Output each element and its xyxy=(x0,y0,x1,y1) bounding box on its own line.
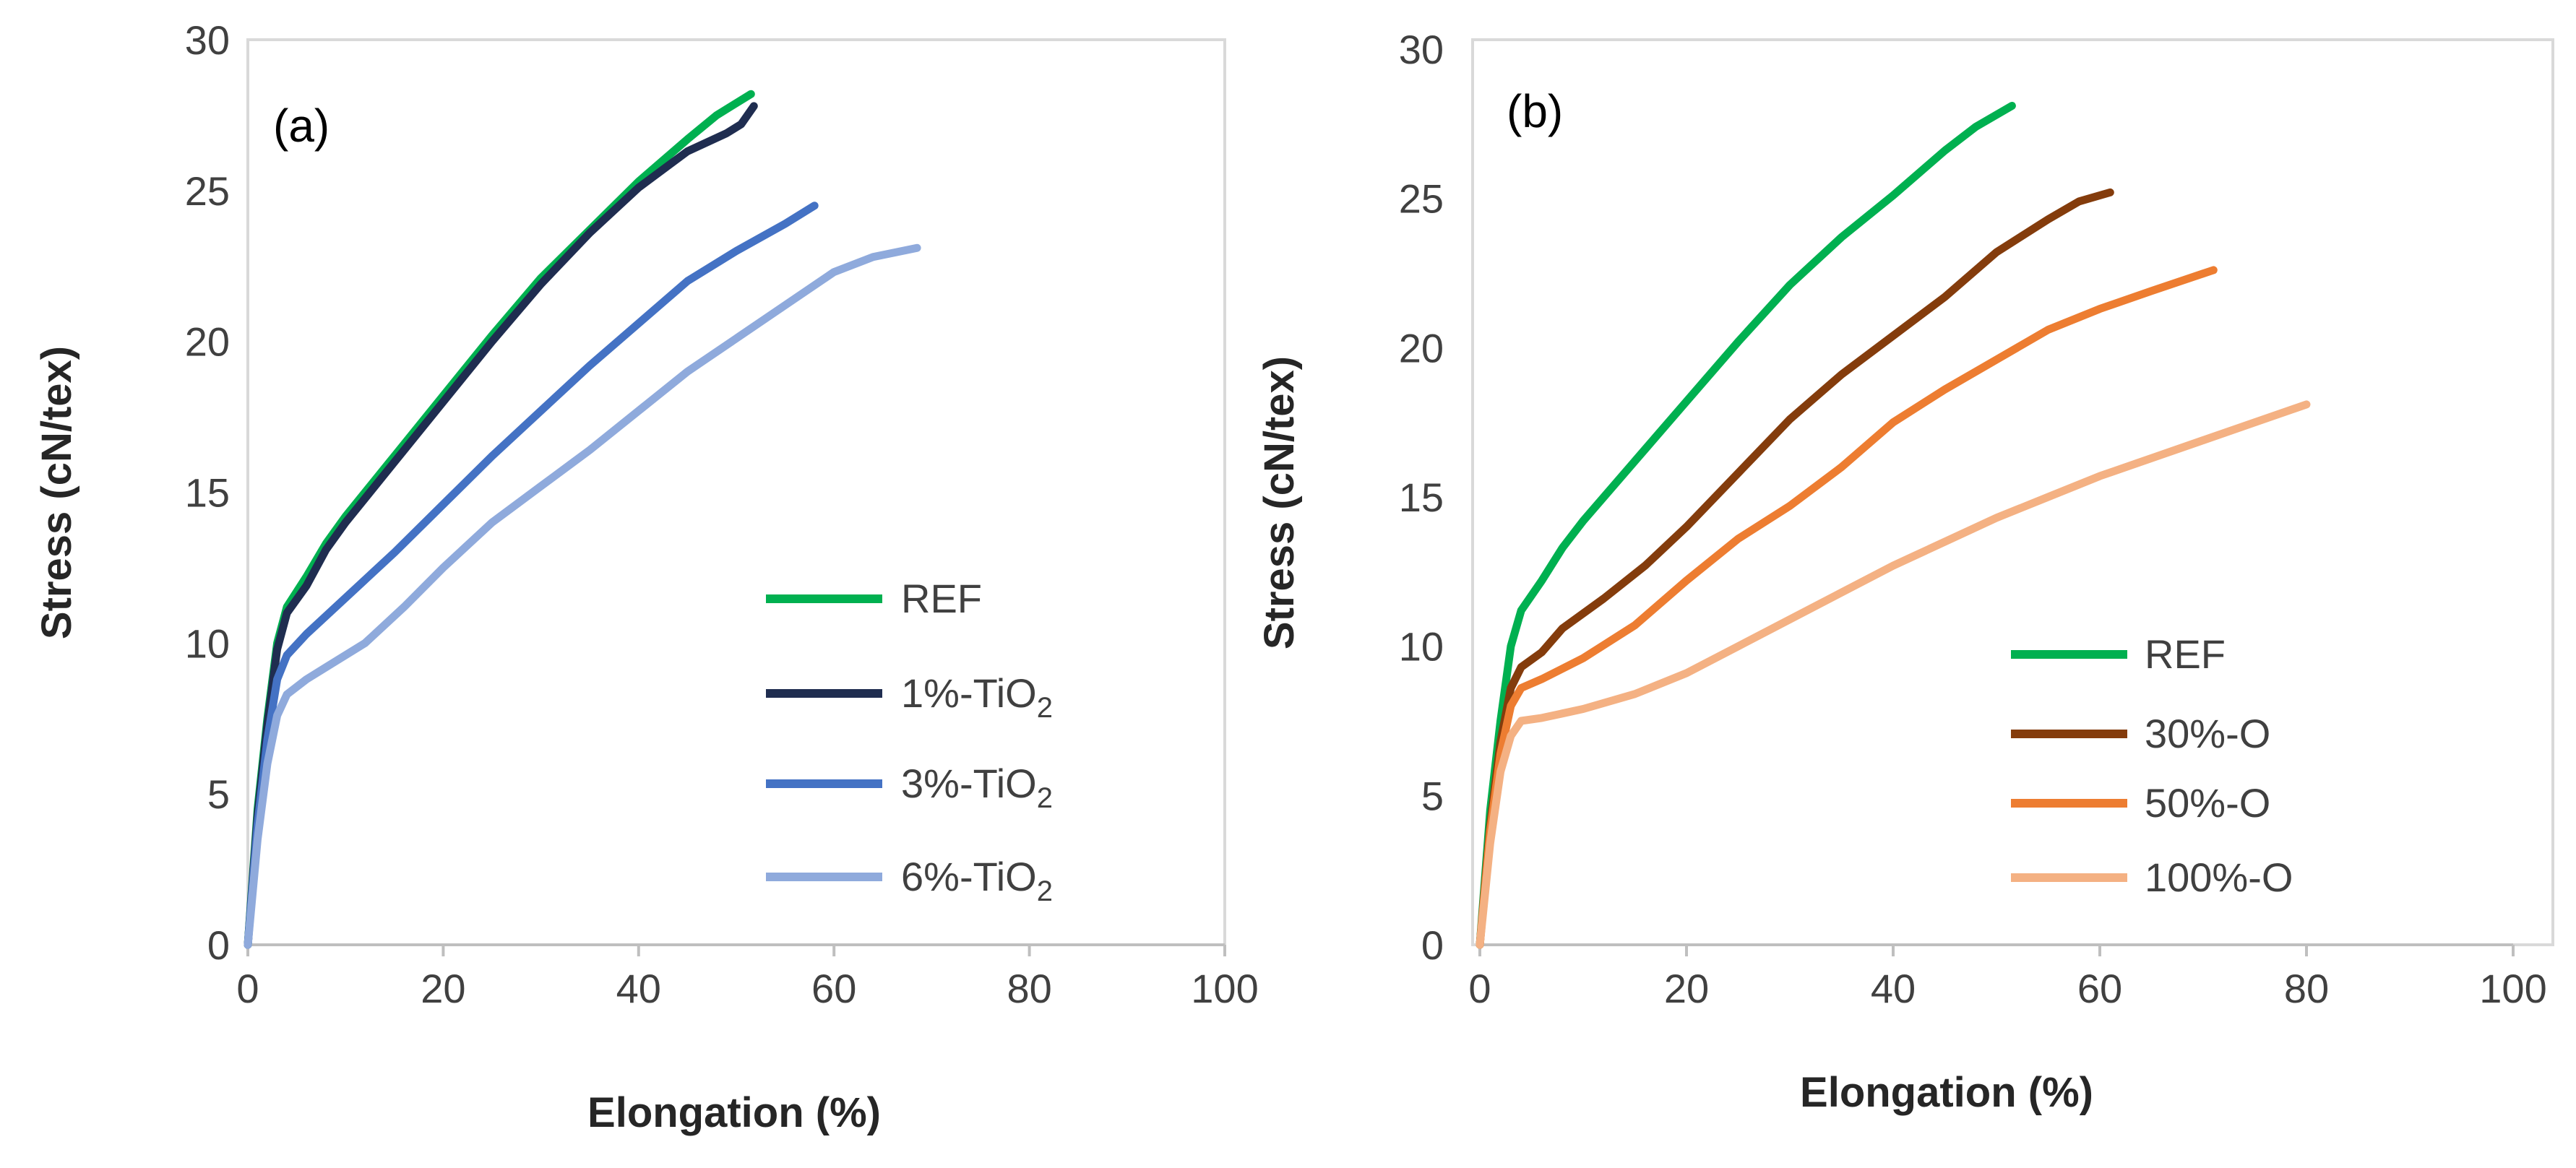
x-axis-title-a: Elongation (%) xyxy=(587,1089,881,1136)
legend-label-3pct-tio2: 3%-TiO2 xyxy=(901,761,1053,814)
series-line-3pct-tio2-a xyxy=(244,202,819,949)
legend-label-ref-b: REF xyxy=(2145,631,2226,677)
axes-b xyxy=(1478,943,2515,956)
series-line-6pct-tio2-a xyxy=(244,243,921,949)
x-tick-label-a-100: 100 xyxy=(1191,966,1258,1011)
y-axis-title-a: Stress (cN/tex) xyxy=(33,346,80,639)
y-tick-label-b-30: 30 xyxy=(1399,27,1444,72)
x-tick-label-b-40: 40 xyxy=(1871,966,1916,1011)
plot-frame-a-outer xyxy=(248,40,1225,945)
x-axis-title-b: Elongation (%) xyxy=(1800,1069,2093,1116)
legend-label-50pct-o: 50%-O xyxy=(2145,780,2270,826)
series-line-ref-b xyxy=(1476,102,2016,949)
y-tick-label-b-0: 0 xyxy=(1421,922,1444,968)
y-tick-label-a-5: 5 xyxy=(207,771,230,817)
series-lines-b xyxy=(1476,102,2311,949)
legend-b: REF 30%-O 50%-O 100%-O xyxy=(2011,631,2293,900)
series-lines-a xyxy=(244,90,921,949)
panel-label-b: (b) xyxy=(1507,85,1563,137)
x-tick-label-a-20: 20 xyxy=(421,966,465,1011)
x-tick-label-a-60: 60 xyxy=(811,966,856,1011)
y-tick-label-a-20: 20 xyxy=(185,319,230,365)
legend-label-ref-a: REF xyxy=(901,576,982,621)
legend-label-1pct-tio2: 1%-TiO2 xyxy=(901,670,1053,724)
y-tick-label-b-10: 10 xyxy=(1399,624,1444,670)
y-tick-label-a-15: 15 xyxy=(185,470,230,516)
series-line-1pct-tio2-a xyxy=(244,102,758,949)
y-tick-label-a-25: 25 xyxy=(185,168,230,214)
legend-label-100pct-o: 100%-O xyxy=(2145,855,2293,900)
y-tick-label-a-30: 30 xyxy=(185,17,230,63)
series-line-100pct-o-b xyxy=(1476,400,2311,949)
x-tick-label-a-80: 80 xyxy=(1007,966,1051,1011)
plot-frame-a xyxy=(246,38,1226,946)
x-tick-label-b-20: 20 xyxy=(1664,966,1709,1011)
series-line-50pct-o-b xyxy=(1476,266,2218,949)
legend-label-30pct-o: 30%-O xyxy=(2145,711,2270,756)
y-tick-label-b-5: 5 xyxy=(1421,773,1444,818)
x-tick-label-b-60: 60 xyxy=(2077,966,2122,1011)
plot-frame-b xyxy=(1471,38,2554,946)
legend-a: REF 1%-TiO2 3%-TiO2 6%-TiO2 xyxy=(766,576,1053,907)
series-line-30pct-o-b xyxy=(1476,188,2114,949)
y-tick-label-a-10: 10 xyxy=(185,620,230,666)
y-tick-label-b-25: 25 xyxy=(1399,176,1444,222)
y-axis-title-b: Stress (cN/tex) xyxy=(1256,356,1303,649)
x-tick-label-a-40: 40 xyxy=(616,966,661,1011)
tick-labels-b: 0 20 40 60 80 100 0 5 10 15 20 25 30 xyxy=(1399,27,2547,1011)
x-tick-label-b-0: 0 xyxy=(1468,966,1491,1011)
axes-a xyxy=(246,943,1226,956)
legend-label-6pct-tio2: 6%-TiO2 xyxy=(901,854,1053,907)
y-tick-label-a-0: 0 xyxy=(207,922,230,968)
x-tick-label-b-100: 100 xyxy=(2479,966,2546,1011)
chart-panel-a: 0 20 40 60 80 100 0 5 10 15 20 25 30 (a) Stress (cN/… xyxy=(33,17,1259,1136)
tick-labels-a: 0 20 40 60 80 100 0 5 10 15 20 25 30 xyxy=(185,17,1259,1011)
y-tick-label-b-15: 15 xyxy=(1399,475,1444,520)
x-tick-label-a-0: 0 xyxy=(236,966,259,1011)
chart-panel-b: 0 20 40 60 80 100 0 5 10 15 20 25 30 (b) Stress (cN/… xyxy=(1256,27,2554,1116)
panel-label-a: (a) xyxy=(273,100,329,152)
x-tick-label-b-80: 80 xyxy=(2284,966,2329,1011)
y-tick-label-b-20: 20 xyxy=(1399,325,1444,371)
